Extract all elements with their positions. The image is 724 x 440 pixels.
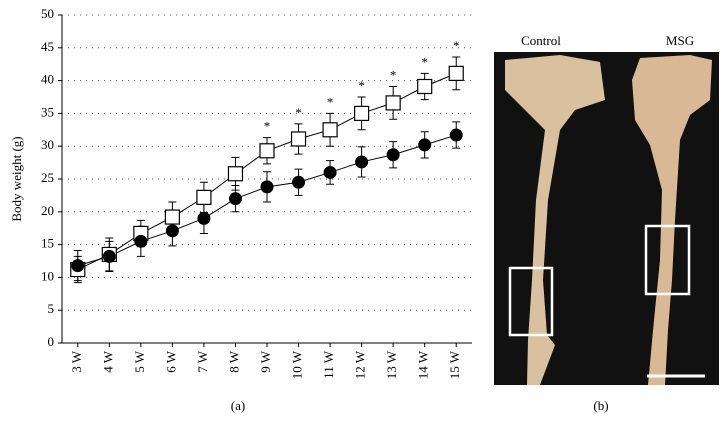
y-tick-label: 10 (41, 268, 54, 283)
y-tick-label: 15 (41, 236, 54, 251)
x-tick-label: 4 W (100, 350, 115, 373)
x-tick-label: 9 W (258, 350, 273, 373)
point (322, 122, 338, 138)
point (385, 95, 401, 111)
point (354, 105, 370, 122)
panel-label: (b) (593, 398, 608, 413)
msg-tissue (632, 55, 712, 385)
y-tick-label: 0 (48, 334, 55, 349)
point (386, 148, 400, 162)
x-tick-label: 8 W (226, 350, 241, 373)
x-tick-label: 15 W (447, 350, 462, 379)
highlight-box (644, 224, 691, 296)
point (418, 138, 432, 152)
significance-mark: * (295, 105, 302, 120)
x-tick-label: 7 W (195, 350, 210, 373)
panel-label: (a) (231, 398, 245, 413)
y-tick-label: 50 (41, 6, 54, 21)
point (134, 234, 148, 248)
x-tick-label: 14 W (416, 350, 431, 379)
significance-mark: * (421, 54, 428, 69)
photo (494, 52, 719, 385)
x-tick-label: 3 W (69, 350, 84, 373)
y-tick-label: 25 (41, 170, 54, 185)
point (417, 78, 433, 95)
point (448, 65, 464, 81)
x-tick-label: 13 W (384, 350, 399, 379)
y-tick-label: 30 (41, 137, 54, 152)
x-tick-label: 12 W (353, 350, 368, 379)
point (355, 155, 369, 169)
y-tick-label: 20 (41, 203, 54, 218)
point (102, 249, 116, 263)
point (165, 224, 179, 238)
x-tick-label: 5 W (132, 350, 147, 373)
point (197, 211, 211, 225)
point (71, 259, 85, 273)
point (227, 166, 244, 182)
significance-mark: * (358, 78, 365, 93)
y-tick-label: 35 (41, 104, 54, 119)
photo-label: Control (521, 33, 561, 48)
y-tick-label: 40 (41, 72, 54, 87)
significance-mark: * (453, 38, 460, 53)
y-tick-label: 45 (41, 39, 54, 54)
point (290, 131, 307, 147)
point (292, 175, 306, 189)
x-tick-label: 10 W (290, 350, 305, 379)
point (259, 143, 275, 159)
photo-label: MSG (666, 33, 694, 48)
point (449, 128, 463, 142)
point (196, 189, 212, 205)
point (323, 165, 337, 179)
control-tissue (505, 55, 605, 385)
y-axis-label: Body weight (g) (9, 136, 24, 221)
significance-mark: * (264, 119, 271, 134)
significance-mark: * (390, 67, 397, 82)
x-tick-label: 6 W (163, 350, 178, 373)
significance-mark: * (327, 94, 334, 109)
point (164, 209, 180, 225)
highlight-box (508, 266, 554, 337)
y-tick-label: 5 (48, 301, 55, 316)
point (228, 192, 242, 206)
x-tick-label: 11 W (321, 350, 336, 379)
point (260, 180, 274, 194)
